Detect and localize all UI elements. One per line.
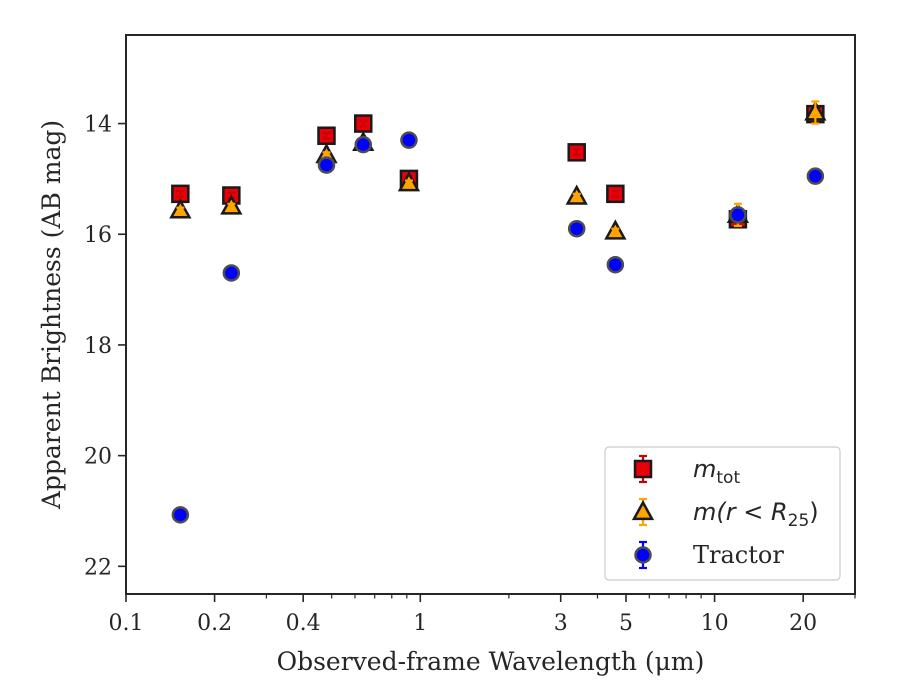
legend-box bbox=[604, 446, 841, 581]
x-tick-label: 5 bbox=[619, 611, 633, 636]
legend-label: mtot bbox=[693, 455, 740, 488]
data-marks bbox=[169, 100, 827, 524]
y-tick-label: 20 bbox=[84, 445, 112, 470]
y-axis-label: Apparent Brightness (AB mag) bbox=[37, 120, 66, 510]
legend-label: m(r < R25) bbox=[693, 498, 819, 531]
y-tick-label: 14 bbox=[84, 113, 112, 138]
x-tick-label: 0.4 bbox=[286, 611, 321, 636]
legend-circle-marker bbox=[634, 546, 652, 564]
legend-square-marker bbox=[633, 459, 653, 479]
x-tick-label: 0.2 bbox=[197, 611, 232, 636]
axis-ticks: 0.1 0.2 0.4 1 3 5 10 20 14 16 18 20 22 bbox=[84, 113, 856, 636]
legend-label: Tractor bbox=[693, 541, 784, 569]
legend: mtot m(r < R25) Tractor bbox=[604, 446, 841, 581]
y-tick-label: 16 bbox=[84, 223, 112, 248]
y-tick-label: 22 bbox=[84, 555, 112, 580]
x-tick-label: 3 bbox=[554, 611, 568, 636]
plot-frame bbox=[125, 34, 856, 595]
y-tick-label: 18 bbox=[84, 334, 112, 359]
x-tick-label: 20 bbox=[789, 611, 817, 636]
series-2 bbox=[171, 131, 825, 524]
legend-triangle-marker bbox=[631, 499, 655, 521]
x-tick-label: 1 bbox=[413, 611, 427, 636]
x-tick-label: 10 bbox=[701, 611, 729, 636]
x-axis-label: Observed-frame Wavelength (μm) bbox=[277, 647, 705, 676]
x-tick-label: 0.1 bbox=[109, 611, 144, 636]
